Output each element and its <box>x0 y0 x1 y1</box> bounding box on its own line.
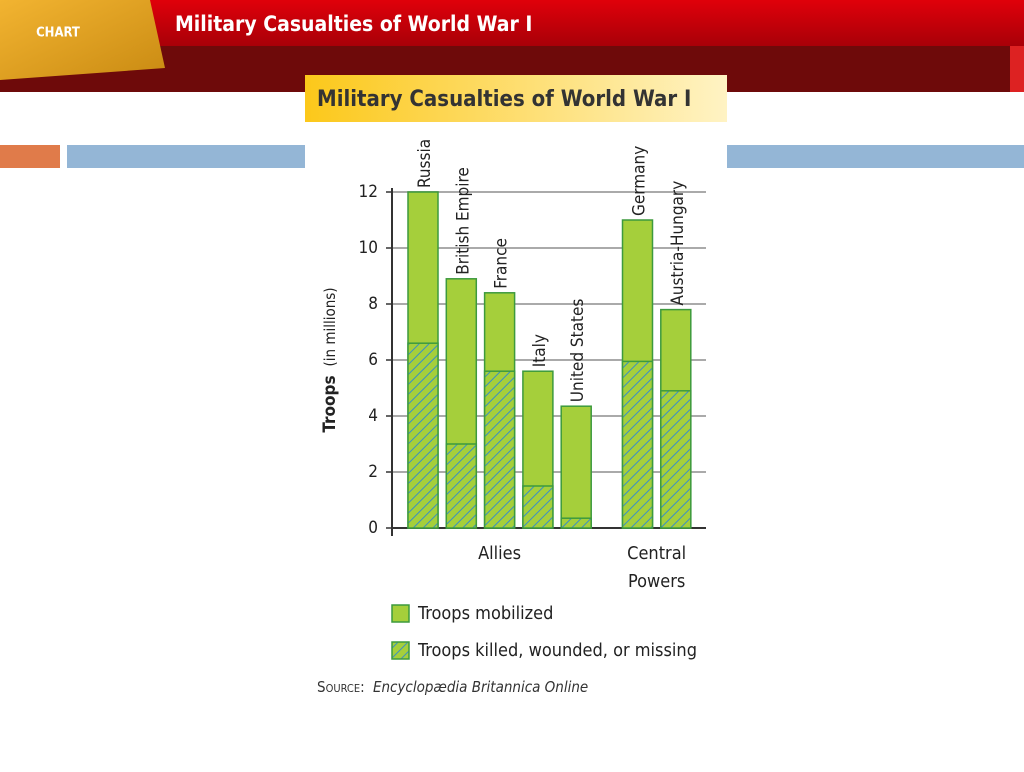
category-label: Russia <box>415 139 435 188</box>
y-axis-label: Troops (in millions) <box>320 287 340 432</box>
bar <box>483 370 516 529</box>
y-tick-label: 0 <box>368 518 378 538</box>
bar <box>660 390 692 529</box>
title-band <box>305 75 727 122</box>
source: Source: Encyclopædia Britannica Online <box>317 678 588 696</box>
chart-panel <box>305 75 727 700</box>
badge: CHART <box>36 26 80 41</box>
accent-orange <box>0 145 60 168</box>
chart-title: Military Casualties of World War I <box>317 87 691 112</box>
bar <box>560 405 592 529</box>
y-tick-label: 6 <box>368 350 378 370</box>
source-label: Source: <box>317 678 365 696</box>
legend-swatch <box>391 604 410 623</box>
category-label: France <box>492 238 512 289</box>
badge-tab <box>0 0 165 80</box>
bar <box>522 485 554 529</box>
bar <box>621 360 654 529</box>
header-bar <box>0 0 1024 46</box>
category-label: Austria-Hungary <box>668 181 688 306</box>
y-tick-label: 10 <box>359 238 378 258</box>
y-label-main: Troops <box>320 375 340 432</box>
category-label: Italy <box>530 334 550 367</box>
chart: Military Casualties of World War I Sourc… <box>305 75 727 700</box>
y-tick-label: 4 <box>368 406 378 426</box>
category-label: British Empire <box>453 167 473 275</box>
bar <box>445 443 478 529</box>
heading: Military Casualties of World War I <box>175 12 532 36</box>
group-label: Allies <box>478 543 521 564</box>
category-label: Germany <box>630 146 650 216</box>
legend-label: Troops mobilized <box>417 603 553 624</box>
y-label-note: (in millions) <box>321 287 339 366</box>
header-edge <box>1010 46 1024 92</box>
group-label: Central Powers <box>627 543 686 592</box>
y-tick-label: 2 <box>368 462 378 482</box>
source-text: Encyclopædia Britannica Online <box>373 678 588 696</box>
y-tick-label: 12 <box>359 182 378 202</box>
category-label: United States <box>568 299 588 403</box>
bar <box>407 342 439 529</box>
bar <box>560 517 592 529</box>
legend-swatch <box>391 641 410 660</box>
y-tick-label: 8 <box>368 294 378 314</box>
legend-label: Troops killed, wounded, or missing <box>417 640 697 661</box>
